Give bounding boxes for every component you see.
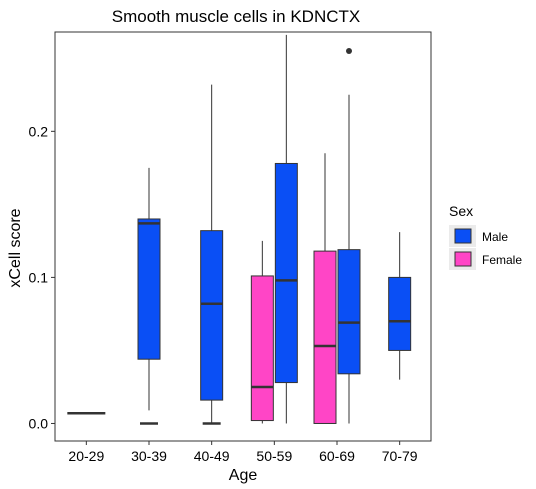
x-axis-label: Age	[229, 467, 258, 484]
outlier-point-male	[346, 47, 352, 54]
box-male	[274, 162, 298, 384]
x-tick-label: 70-79	[382, 448, 418, 464]
y-tick-label: 0.0	[29, 415, 49, 431]
y-axis: 0.0 0.1 0.2	[29, 123, 55, 431]
y-tick-label: 0.2	[29, 123, 49, 139]
y-tick-label: 0.1	[29, 269, 49, 285]
x-tick-label: 20-29	[68, 448, 104, 464]
box-male	[137, 218, 161, 360]
legend-key-male	[454, 228, 472, 244]
plot-panel	[54, 31, 432, 442]
x-axis: 20-29 30-39 40-49 50-59 60-69 70-79	[68, 441, 418, 464]
chart-title: Smooth muscle cells in KDNCTX	[112, 7, 360, 26]
legend-label-male: Male	[482, 230, 508, 244]
box-female	[313, 250, 337, 424]
box-female	[250, 275, 274, 422]
legend-key-female	[454, 251, 472, 267]
x-tick-label: 50-59	[256, 448, 292, 464]
legend-title: Sex	[449, 203, 473, 219]
x-tick-label: 30-39	[131, 448, 167, 464]
box-male	[337, 249, 361, 375]
x-tick-label: 60-69	[319, 448, 355, 464]
legend: Sex Male Female	[449, 203, 522, 270]
plot-marks	[67, 34, 412, 425]
box-male	[388, 276, 412, 351]
box-male	[200, 230, 224, 401]
legend-label-female: Female	[482, 253, 522, 267]
x-tick-label: 40-49	[194, 448, 230, 464]
y-axis-label: xCell score	[7, 208, 24, 287]
